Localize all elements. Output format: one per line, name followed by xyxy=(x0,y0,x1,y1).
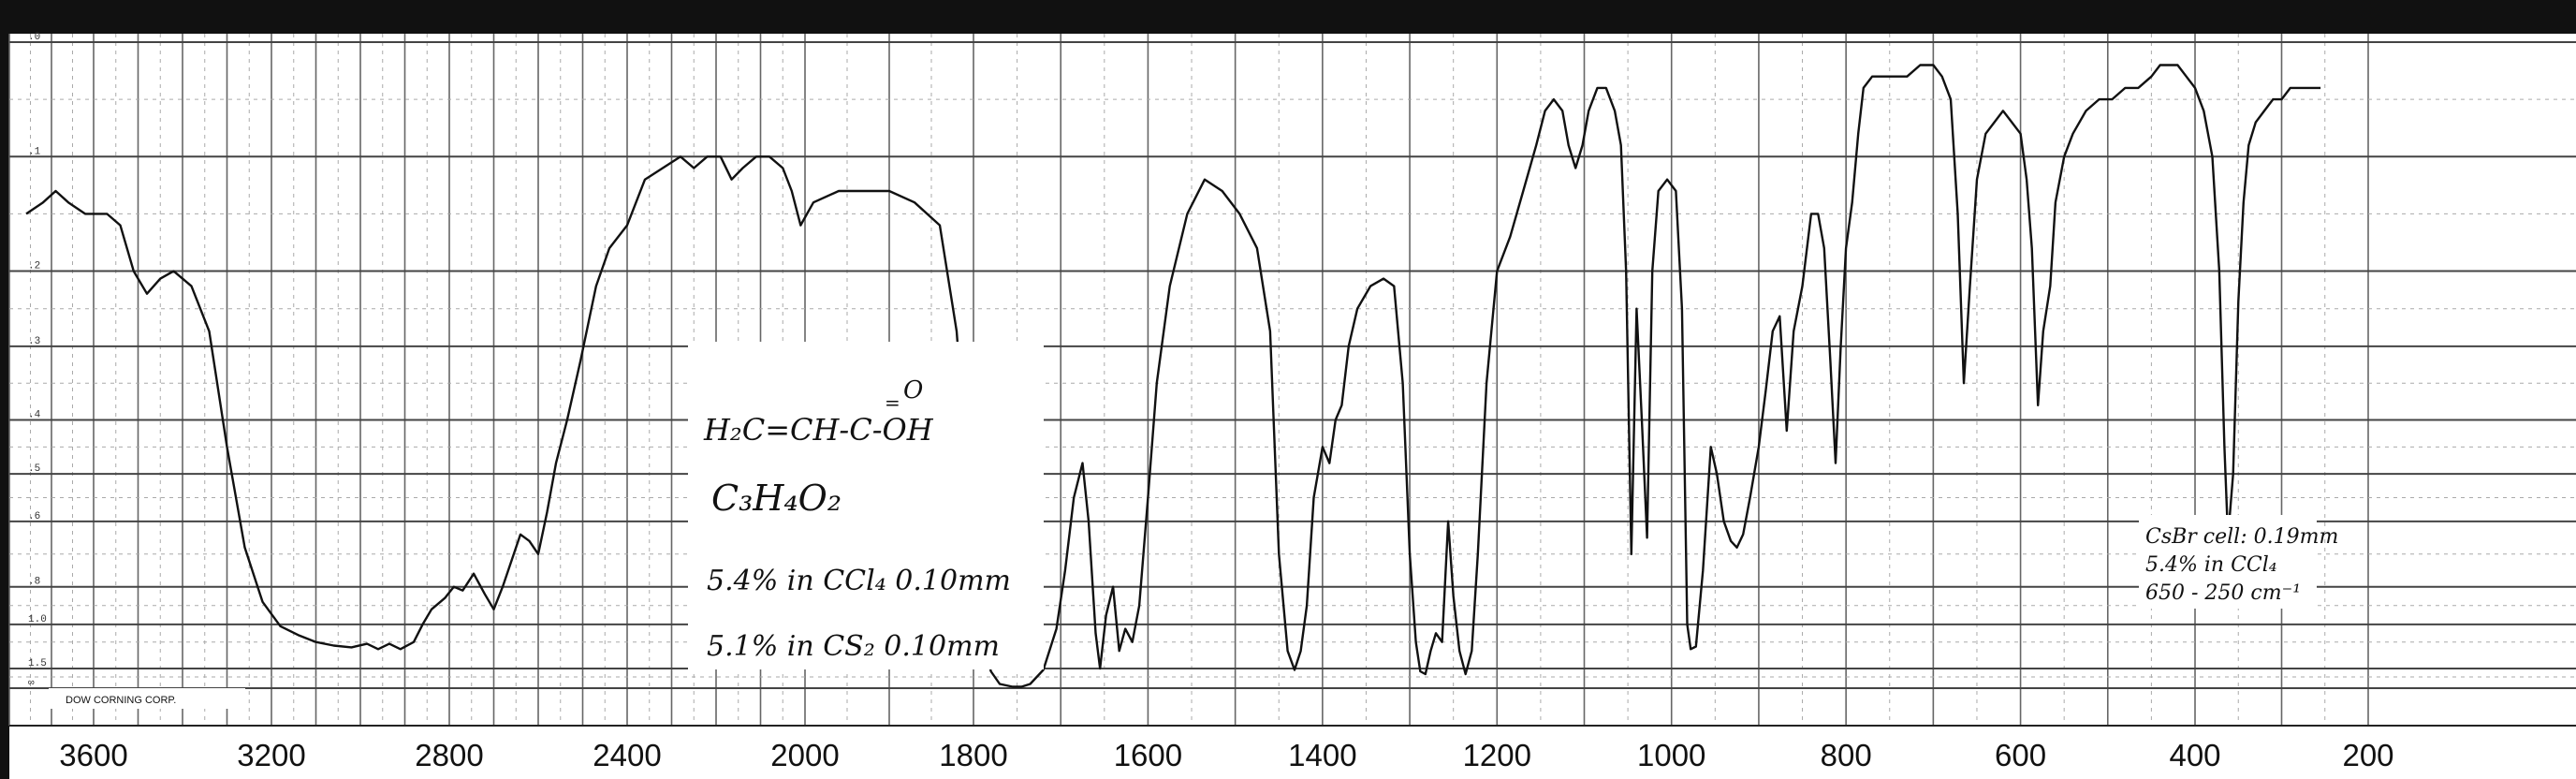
x-tick-label: 1000 xyxy=(1637,738,1705,772)
absorbance-scale-label: 1.0 xyxy=(28,614,47,625)
concentration-ccl4: 5.4% in CCl₄ 0.10mm xyxy=(707,565,1011,597)
chart-grid xyxy=(8,34,2576,727)
absorbance-scale-labels: .0 .1 .2 .3 .4 .5 .6 .8 1.0 1.5 ∞ xyxy=(28,32,47,689)
x-tick-label: 200 xyxy=(2342,738,2393,772)
x-tick-label: 1400 xyxy=(1288,738,1356,772)
annotation-box xyxy=(688,342,1044,669)
x-axis-tick-labels: 3600 3200 2800 2400 2000 1800 1600 1400 1200 1000… xyxy=(59,738,2393,772)
spectrum-line xyxy=(25,64,2321,688)
scan-border-top xyxy=(9,0,2576,34)
csbr-note-box xyxy=(2139,515,2317,609)
x-tick-label: 600 xyxy=(1995,738,2046,772)
csbr-note-line-3: 650 - 250 cm⁻¹ xyxy=(2145,581,2301,605)
x-tick-label: 800 xyxy=(1821,738,1872,772)
absorbance-scale-label: .1 xyxy=(28,146,41,157)
absorbance-scale-label: .4 xyxy=(28,410,41,421)
x-tick-label: 2800 xyxy=(415,738,483,772)
absorbance-scale-label: .5 xyxy=(28,463,40,475)
concentration-cs2: 5.1% in CS₂ 0.10mm xyxy=(707,630,1000,663)
x-tick-label: 1800 xyxy=(939,738,1007,772)
absorbance-scale-label: .2 xyxy=(28,261,40,272)
x-tick-label: 2400 xyxy=(593,738,661,772)
absorbance-scale-label: .0 xyxy=(28,32,40,43)
scan-border-left xyxy=(0,0,9,779)
structure-formula-double-bond: = xyxy=(885,391,900,414)
maker-label: DOW CORNING CORP. xyxy=(66,695,176,706)
csbr-note-line-1: CsBr cell: 0.19mm xyxy=(2145,525,2338,549)
structure-formula-oxygen: O xyxy=(903,376,923,404)
x-tick-label: 1600 xyxy=(1114,738,1182,772)
x-tick-label: 2000 xyxy=(770,738,839,772)
spectrum-curve-group xyxy=(25,64,2321,688)
absorbance-scale-label: ∞ xyxy=(28,678,35,689)
structure-formula: H₂C=CH-C-OH xyxy=(703,412,934,448)
x-tick-label: 3200 xyxy=(237,738,305,772)
molecular-formula: C₃H₄O₂ xyxy=(711,478,842,519)
x-tick-label: 1200 xyxy=(1463,738,1531,772)
absorbance-scale-label: 1.5 xyxy=(28,658,47,669)
x-tick-label: 400 xyxy=(2169,738,2220,772)
x-tick-label: 3600 xyxy=(59,738,127,772)
absorbance-scale-label: .3 xyxy=(28,336,40,347)
absorbance-scale-label: .8 xyxy=(28,577,40,588)
absorbance-scale-label: .6 xyxy=(28,511,40,522)
csbr-note-line-2: 5.4% in CCl₄ xyxy=(2145,553,2277,577)
maker-label-box xyxy=(49,688,245,709)
